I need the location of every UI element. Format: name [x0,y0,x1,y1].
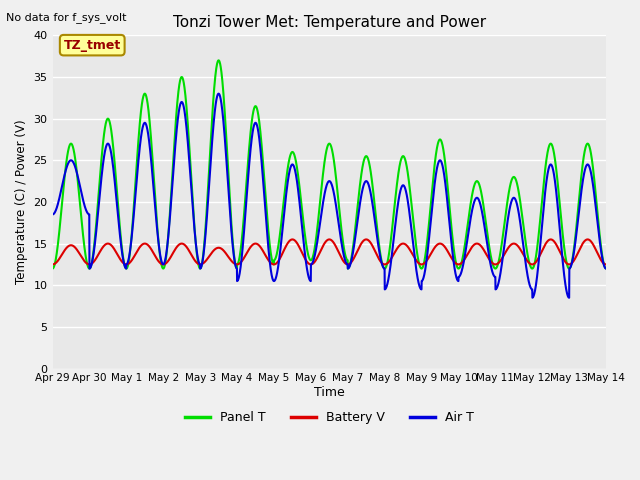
Legend: Panel T, Battery V, Air T: Panel T, Battery V, Air T [180,406,479,429]
Text: TZ_tmet: TZ_tmet [63,39,121,52]
Y-axis label: Temperature (C) / Power (V): Temperature (C) / Power (V) [15,120,28,284]
Text: No data for f_sys_volt: No data for f_sys_volt [6,12,127,23]
Title: Tonzi Tower Met: Temperature and Power: Tonzi Tower Met: Temperature and Power [173,15,486,30]
X-axis label: Time: Time [314,386,345,399]
